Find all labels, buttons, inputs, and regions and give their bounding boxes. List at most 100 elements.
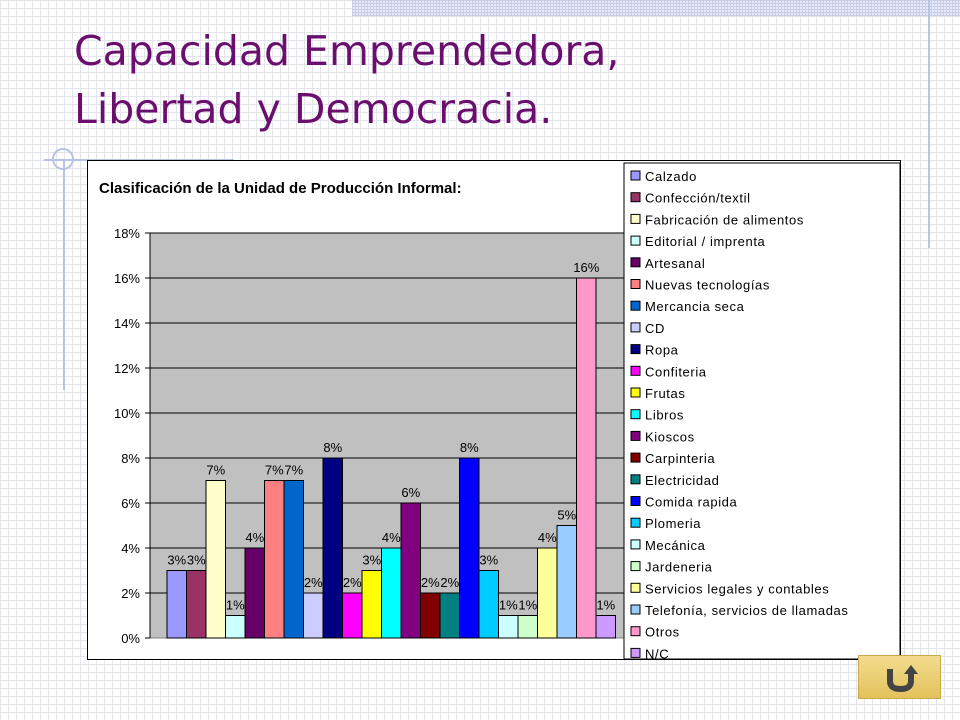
bar-value-label: 1% — [226, 598, 245, 613]
bar-value-label: 1% — [499, 598, 518, 613]
y-tick-label: 0% — [121, 631, 140, 646]
bar — [244, 547, 265, 639]
bar — [537, 547, 558, 639]
legend-swatch — [630, 257, 641, 268]
legend-swatch — [630, 539, 641, 550]
bar — [166, 570, 187, 639]
bar-value-label: 7% — [265, 463, 284, 478]
legend-swatch — [630, 604, 641, 615]
y-tick-label: 14% — [114, 316, 140, 331]
legend-swatch — [630, 496, 641, 506]
bar — [303, 592, 324, 639]
bar — [595, 615, 616, 639]
bar-value-label: 4% — [245, 530, 264, 545]
legend-swatch — [630, 279, 641, 289]
legend-swatch — [630, 300, 641, 311]
legend-swatch — [630, 192, 641, 203]
bar-value-label: 8% — [323, 440, 342, 455]
y-tick-label: 4% — [121, 541, 140, 556]
bar — [361, 570, 382, 639]
bar-value-label: 1% — [596, 598, 615, 613]
legend-label: Ropa — [645, 343, 679, 358]
bar — [381, 547, 402, 639]
top-decorative-band — [352, 0, 960, 16]
bar-value-label: 4% — [382, 530, 401, 545]
bar — [459, 457, 480, 639]
bar — [439, 592, 460, 639]
legend-swatch — [630, 387, 641, 398]
slide-title-line-1: Capacidad Emprendedora, — [74, 27, 620, 75]
legend-swatch — [630, 170, 641, 181]
legend-swatch — [630, 561, 641, 572]
bar-value-label: 16% — [573, 260, 599, 275]
bar — [478, 570, 499, 639]
legend-label: Servicios legales y contables — [645, 581, 829, 596]
bar — [322, 457, 343, 639]
bar-value-label: 2% — [421, 575, 440, 590]
bar-value-label: 1% — [518, 598, 537, 613]
bar-value-label: 3% — [362, 553, 381, 568]
bar-value-label: 7% — [206, 463, 225, 478]
legend-label: Editorial / imprenta — [645, 234, 766, 249]
legend-label: Carpinteria — [645, 451, 715, 466]
decorative-left-line — [63, 160, 65, 390]
bar — [186, 570, 207, 639]
legend-label: Plomeria — [645, 516, 701, 531]
bar-value-label: 3% — [167, 553, 186, 568]
legend-swatch — [630, 365, 641, 376]
legend-swatch — [630, 213, 641, 224]
bar — [225, 615, 246, 639]
legend-label: N/C — [645, 646, 669, 661]
y-tick-label: 10% — [114, 406, 140, 421]
legend-label: Frutas — [645, 386, 685, 401]
bar-value-label: 3% — [187, 553, 206, 568]
bar-value-label: 2% — [440, 575, 459, 590]
legend-label: Otros — [645, 625, 680, 640]
bar — [576, 277, 597, 639]
legend-box — [623, 162, 901, 660]
bar-value-label: 3% — [479, 553, 498, 568]
bar — [205, 480, 226, 639]
y-tick-label: 6% — [121, 496, 140, 511]
y-tick-label: 16% — [114, 271, 140, 286]
legend-label: CD — [645, 321, 665, 336]
legend-label: Artesanal — [645, 256, 705, 271]
legend-label: Electricidad — [645, 473, 719, 488]
y-tick-label: 2% — [121, 586, 140, 601]
legend-label: Jardeneria — [645, 560, 713, 575]
legend-label: Mecánica — [645, 538, 706, 553]
legend-swatch — [630, 582, 641, 593]
legend-label: Telefonía, servicios de llamadas — [645, 603, 848, 618]
bar-value-label: 5% — [557, 508, 576, 523]
bar — [342, 592, 363, 639]
bar-value-label: 8% — [460, 440, 479, 455]
legend-swatch — [630, 430, 641, 441]
decorative-vertical-line — [928, 0, 930, 248]
legend-swatch — [630, 474, 641, 485]
legend-label: Calzado — [645, 169, 697, 184]
chart-frame: Clasificación de la Unidad de Producción… — [87, 160, 901, 661]
bar-value-label: 7% — [284, 463, 303, 478]
bar — [283, 480, 304, 639]
decorative-crosshair-circle — [52, 148, 74, 170]
chart-title: Clasificación de la Unidad de Producción… — [99, 180, 462, 197]
bar-chart: Clasificación de la Unidad de Producción… — [99, 162, 901, 661]
legend-swatch — [630, 409, 641, 420]
y-tick-label: 18% — [114, 226, 140, 241]
y-tick-label: 12% — [114, 361, 140, 376]
return-button[interactable] — [858, 655, 941, 699]
return-arrow-icon — [887, 665, 918, 693]
legend-label: Confección/textil — [645, 191, 751, 206]
legend-swatch — [630, 344, 641, 355]
legend-label: Nuevas tecnologías — [645, 278, 770, 293]
legend-swatch — [630, 452, 641, 463]
legend-swatch — [630, 235, 641, 246]
legend-swatch — [630, 517, 641, 528]
legend-label: Comida rapida — [645, 495, 738, 510]
bar — [264, 480, 285, 639]
slide-title-line-2: Libertad y Democracia. — [74, 85, 553, 133]
bar-value-label: 2% — [343, 575, 362, 590]
legend-label: Kioscos — [645, 429, 695, 444]
legend-swatch — [630, 647, 641, 658]
bar — [517, 615, 538, 639]
